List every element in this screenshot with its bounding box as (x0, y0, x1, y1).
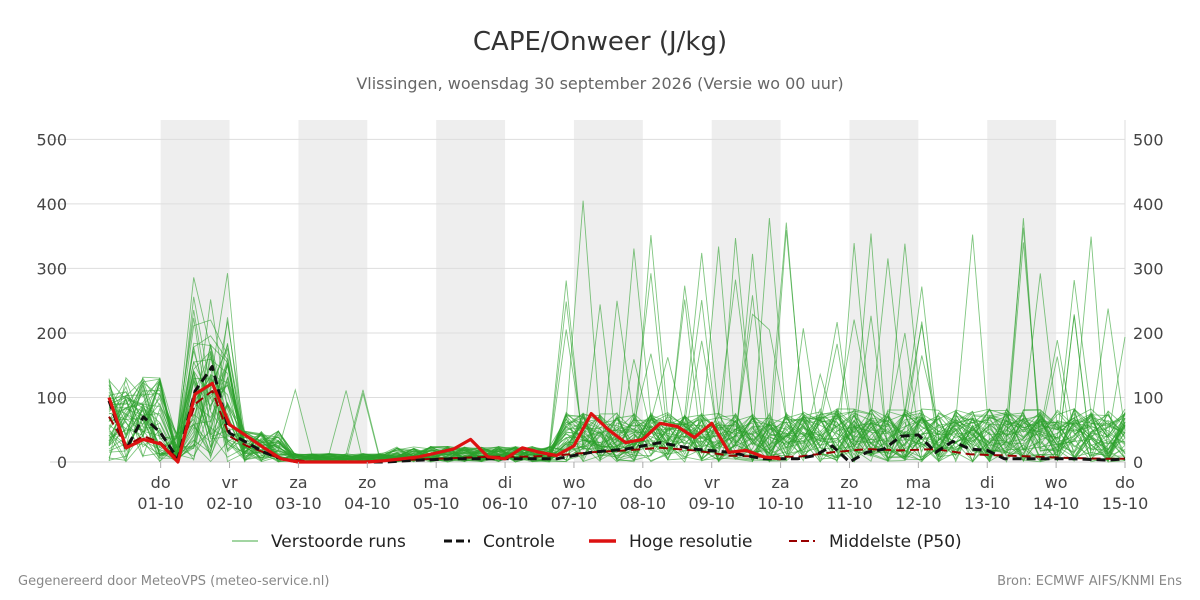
chart-subtitle: Vlissingen, woensdag 30 september 2026 (… (356, 74, 843, 93)
x-tick-date-0: 01-10 (137, 494, 184, 513)
ensemble-run-32 (108, 300, 1126, 463)
x-tick-day-10: zo (840, 473, 858, 492)
x-tick-day-5: di (498, 473, 513, 492)
legend-label-p50: Middelste (P50) (829, 532, 962, 552)
x-tick-date-5: 06-10 (482, 494, 529, 513)
footer-source: Bron: ECMWF AIFS/KNMI Ens (997, 574, 1182, 589)
chart-title: CAPE/Onweer (J/kg) (473, 27, 727, 57)
y-tick-right-200: 200 (1133, 324, 1164, 343)
night-band-2 (436, 120, 506, 462)
x-tick-date-10: 11-10 (826, 494, 873, 513)
y-tick-labels: 0 0 100 100 200 200 300 300 400 400 500 500 (36, 130, 1163, 472)
series-line-controle (107, 365, 1126, 464)
x-tick-day-4: ma (423, 473, 448, 492)
series-lines (107, 365, 1126, 464)
x-tick-date-6: 07-10 (551, 494, 598, 513)
x-tick-date-12: 13-10 (964, 494, 1011, 513)
ensemble-run-35 (108, 285, 1126, 463)
x-tick-date-4: 05-10 (413, 494, 460, 513)
y-tick-left-400: 400 (36, 195, 67, 214)
x-tick-date-7: 08-10 (620, 494, 667, 513)
y-tick-right-0: 0 (1133, 453, 1143, 472)
x-tick-day-13: wo (1045, 473, 1068, 492)
legend-item-controle[interactable]: Controle (444, 532, 555, 552)
legend[interactable]: Verstoorde runs Controle Hoge resolutie … (232, 532, 962, 552)
x-tick-day-12: di (980, 473, 995, 492)
y-tick-right-300: 300 (1133, 259, 1164, 278)
x-tick-day-7: do (633, 473, 653, 492)
x-tick-date-11: 12-10 (895, 494, 942, 513)
y-tick-right-400: 400 (1133, 195, 1164, 214)
x-tick-labels: do 01-10 vr 02-10 za 03-10 zo 04-10 ma 05-10 di 06-… (137, 462, 1148, 513)
y-tick-left-500: 500 (36, 130, 67, 149)
x-tick-day-9: za (771, 473, 789, 492)
y-tick-left-300: 300 (36, 259, 67, 278)
ensemble-run-49 (108, 336, 1126, 463)
x-tick-day-0: do (151, 473, 171, 492)
x-tick-date-3: 04-10 (344, 494, 391, 513)
night-bands (160, 120, 1057, 462)
legend-label-ensemble: Verstoorde runs (271, 532, 406, 552)
ensemble-run-46 (108, 217, 1126, 462)
ensemble-run-36 (108, 234, 1126, 463)
x-tick-date-8: 09-10 (688, 494, 735, 513)
night-band-4 (711, 120, 781, 462)
x-tick-date-1: 02-10 (206, 494, 253, 513)
y-tick-right-100: 100 (1133, 388, 1164, 407)
x-tick-date-14: 15-10 (1102, 494, 1149, 513)
y-tick-right-500: 500 (1133, 130, 1164, 149)
y-tick-left-100: 100 (36, 388, 67, 407)
x-tick-day-14: do (1115, 473, 1135, 492)
x-tick-day-3: zo (358, 473, 376, 492)
legend-item-ensemble[interactable]: Verstoorde runs (232, 532, 406, 552)
x-tick-day-6: wo (563, 473, 586, 492)
ensemble-run-37 (108, 378, 1126, 463)
legend-item-p50[interactable]: Middelste (P50) (789, 532, 962, 552)
y-tick-left-200: 200 (36, 324, 67, 343)
x-tick-day-8: vr (704, 473, 720, 492)
x-tick-date-13: 14-10 (1033, 494, 1080, 513)
ensemble-run-44 (108, 218, 1126, 463)
legend-label-hoge-resolutie: Hoge resolutie (629, 532, 753, 552)
legend-item-hoge-resolutie[interactable]: Hoge resolutie (589, 532, 753, 552)
x-tick-day-11: ma (906, 473, 931, 492)
ensemble-lines (108, 200, 1126, 464)
y-tick-left-0: 0 (57, 453, 67, 472)
ensemble-run-38 (108, 301, 1126, 463)
series-line-hoge-resolutie (107, 381, 781, 464)
x-tick-day-2: za (289, 473, 307, 492)
x-tick-date-9: 10-10 (757, 494, 804, 513)
x-tick-date-2: 03-10 (275, 494, 322, 513)
footer-generated-by[interactable]: Gegenereerd door MeteoVPS (meteo-service… (18, 574, 329, 589)
legend-label-controle: Controle (483, 532, 555, 552)
night-band-1 (298, 120, 368, 462)
x-tick-day-1: vr (222, 473, 238, 492)
